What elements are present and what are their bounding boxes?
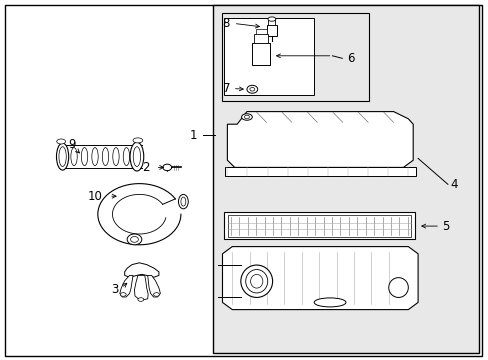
Ellipse shape xyxy=(163,164,171,171)
Polygon shape xyxy=(222,247,417,310)
Bar xyxy=(224,167,415,176)
Ellipse shape xyxy=(130,142,143,171)
Ellipse shape xyxy=(314,298,346,307)
Text: 9: 9 xyxy=(68,138,76,151)
Text: 1: 1 xyxy=(189,129,197,141)
Polygon shape xyxy=(147,275,160,297)
Polygon shape xyxy=(134,275,148,300)
Text: 3: 3 xyxy=(111,283,119,296)
Bar xyxy=(222,13,368,101)
Ellipse shape xyxy=(240,265,272,297)
Bar xyxy=(268,19,275,25)
Text: 4: 4 xyxy=(449,178,457,191)
Ellipse shape xyxy=(388,278,407,297)
Bar xyxy=(224,212,414,239)
Ellipse shape xyxy=(133,147,141,167)
Ellipse shape xyxy=(138,298,143,301)
Ellipse shape xyxy=(241,114,252,120)
Ellipse shape xyxy=(133,138,142,143)
Ellipse shape xyxy=(127,234,142,245)
Ellipse shape xyxy=(57,139,65,144)
Bar xyxy=(254,34,267,43)
Ellipse shape xyxy=(130,237,138,242)
Ellipse shape xyxy=(245,270,267,293)
Bar xyxy=(266,25,277,36)
Polygon shape xyxy=(227,112,412,167)
Text: 6: 6 xyxy=(346,52,354,65)
Ellipse shape xyxy=(178,194,188,209)
Text: 5: 5 xyxy=(441,220,449,233)
Polygon shape xyxy=(120,275,133,297)
Text: 2: 2 xyxy=(142,161,149,174)
Bar xyxy=(212,5,478,353)
Text: 8: 8 xyxy=(222,17,230,30)
Ellipse shape xyxy=(244,115,249,119)
Ellipse shape xyxy=(267,17,275,21)
Ellipse shape xyxy=(250,274,263,288)
Ellipse shape xyxy=(120,293,126,296)
Bar xyxy=(255,29,266,34)
Ellipse shape xyxy=(181,197,185,206)
Bar xyxy=(224,18,314,95)
Ellipse shape xyxy=(246,85,257,93)
Ellipse shape xyxy=(59,147,66,167)
Bar xyxy=(227,215,410,237)
Bar xyxy=(251,43,270,65)
Polygon shape xyxy=(124,263,159,277)
Ellipse shape xyxy=(153,293,159,296)
Ellipse shape xyxy=(56,143,68,170)
Text: 10: 10 xyxy=(88,190,102,203)
Ellipse shape xyxy=(249,87,254,91)
Text: 7: 7 xyxy=(222,82,230,95)
